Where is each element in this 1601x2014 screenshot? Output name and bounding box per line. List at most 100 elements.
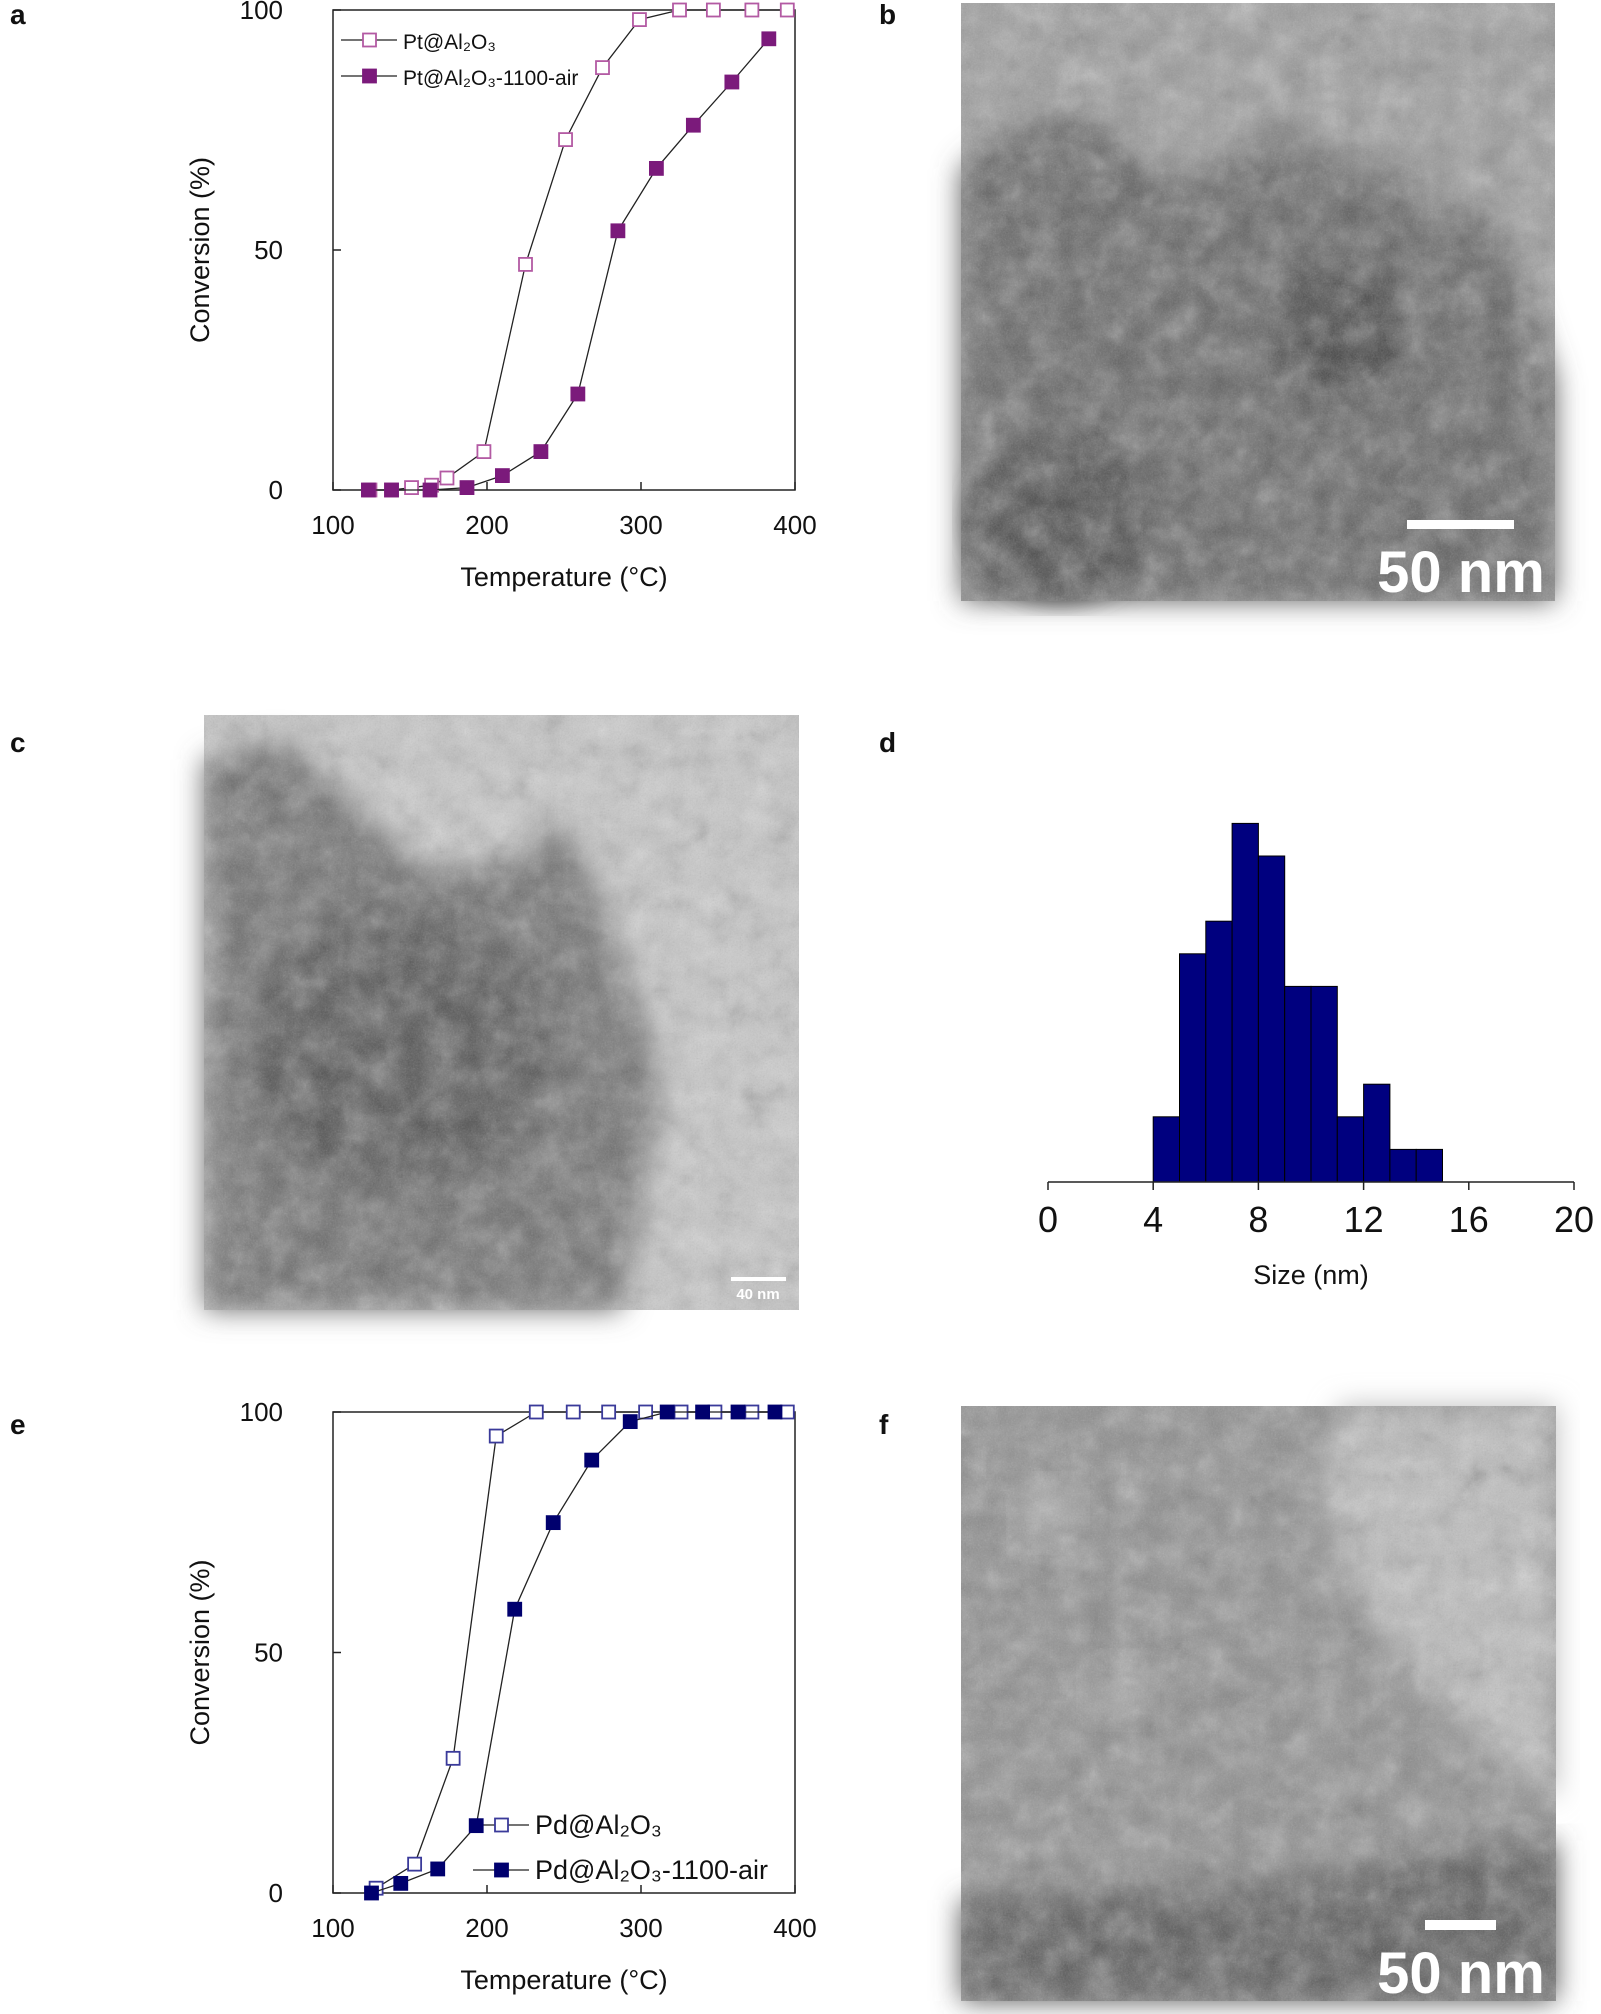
x-tick-label: 300: [619, 510, 662, 540]
x-axis-label: Size (nm): [1253, 1260, 1369, 1290]
data-point: [779, 2, 795, 18]
histogram-bar: [1363, 1083, 1391, 1183]
x-tick-label: 16: [1449, 1199, 1489, 1240]
data-point: [659, 1404, 675, 1420]
data-point: [364, 1885, 379, 1901]
histogram-bar: [1389, 1148, 1417, 1183]
legend-marker: [362, 68, 377, 84]
data-point: [558, 132, 573, 148]
data-point: [404, 480, 419, 496]
y-tick-label: 0: [269, 1878, 283, 1908]
x-tick-label: 400: [773, 1913, 816, 1943]
data-point: [407, 1856, 423, 1872]
data-point: [632, 12, 647, 28]
data-point: [439, 470, 455, 486]
y-tick-label: 0: [269, 475, 283, 505]
data-point: [533, 444, 549, 460]
histogram-bar: [1205, 920, 1233, 1183]
data-point: [595, 60, 610, 75]
data-point: [488, 1428, 504, 1444]
histogram-bar: [1310, 985, 1338, 1183]
panel-label: a: [10, 0, 26, 30]
legend-label: Pd@Al₂O₃-1100-air: [535, 1855, 768, 1885]
data-point: [695, 1404, 710, 1420]
y-tick-label: 50: [254, 1638, 283, 1668]
data-point: [724, 74, 740, 90]
x-tick-label: 0: [1038, 1199, 1058, 1240]
panel-label: c: [10, 727, 26, 758]
y-axis-label: Conversion (%): [185, 157, 215, 343]
panel-label: f: [879, 1409, 889, 1440]
histogram-bar: [1179, 953, 1207, 1183]
scale-bar: [1407, 520, 1514, 529]
y-axis-label: Conversion (%): [185, 1559, 215, 1745]
legend-label: Pt@Al₂O₃: [403, 31, 496, 54]
data-point: [744, 2, 760, 18]
scale-bar-label: 50 nm: [1377, 540, 1545, 605]
data-point: [545, 1515, 561, 1531]
data-point: [518, 256, 533, 272]
tem-image-c: 40 nm: [204, 715, 799, 1310]
y-tick-label: 100: [240, 0, 283, 25]
data-point: [528, 1404, 544, 1420]
data-point: [672, 2, 687, 18]
data-point: [601, 1404, 617, 1420]
x-tick-label: 200: [465, 510, 508, 540]
data-point: [705, 2, 721, 18]
panel-label: d: [879, 727, 896, 758]
data-point: [459, 480, 475, 496]
scale-bar-label: 40 nm: [736, 1286, 779, 1303]
data-point: [494, 468, 510, 484]
data-point: [430, 1861, 446, 1877]
histogram-bar: [1415, 1148, 1443, 1183]
tem-image-b: 50 nm: [961, 3, 1555, 605]
data-point: [476, 444, 492, 460]
x-tick-label: 200: [465, 1913, 508, 1943]
data-point: [761, 31, 777, 47]
scale-bar: [731, 1277, 786, 1281]
legend-marker: [362, 32, 377, 48]
y-tick-label: 50: [254, 235, 283, 265]
x-tick-label: 300: [619, 1913, 662, 1943]
histogram-bar: [1336, 1116, 1365, 1183]
legend-marker: [494, 1862, 509, 1878]
data-point: [730, 1404, 746, 1420]
scale-bar-label: 50 nm: [1377, 1941, 1545, 2006]
data-point: [570, 386, 586, 402]
data-point: [445, 1750, 461, 1766]
x-tick-label: 400: [773, 510, 816, 540]
data-point: [361, 482, 376, 498]
histogram-bar: [1152, 1116, 1180, 1183]
legend-label: Pd@Al₂O₃: [535, 1810, 662, 1840]
data-point: [565, 1404, 581, 1420]
data-point: [767, 1404, 783, 1420]
data-point: [422, 482, 438, 498]
x-tick-label: 20: [1554, 1199, 1594, 1240]
series-line: [368, 38, 770, 491]
x-tick-label: 4: [1143, 1199, 1163, 1240]
data-point: [384, 482, 399, 498]
data-point: [393, 1875, 409, 1891]
legend-marker: [494, 1817, 509, 1833]
x-tick-label: 100: [311, 510, 354, 540]
x-axis-label: Temperature (°C): [460, 1965, 667, 1995]
panel-label: b: [879, 0, 896, 30]
x-tick-label: 100: [311, 1913, 354, 1943]
x-axis-label: Temperature (°C): [460, 562, 667, 592]
data-point: [685, 117, 701, 133]
scale-bar: [1425, 1920, 1496, 1930]
data-point: [468, 1818, 484, 1834]
x-tick-label: 8: [1248, 1199, 1268, 1240]
x-tick-label: 12: [1344, 1199, 1384, 1240]
data-point: [610, 223, 626, 239]
histogram-bar: [1231, 822, 1259, 1183]
panel-label: e: [10, 1409, 26, 1440]
data-point: [584, 1452, 600, 1468]
legend-label: Pt@Al₂O₃-1100-air: [403, 67, 578, 90]
data-point: [622, 1414, 638, 1430]
y-tick-label: 100: [240, 1397, 283, 1427]
histogram-bar: [1257, 855, 1286, 1183]
data-point: [507, 1601, 523, 1617]
data-point: [779, 1404, 795, 1420]
